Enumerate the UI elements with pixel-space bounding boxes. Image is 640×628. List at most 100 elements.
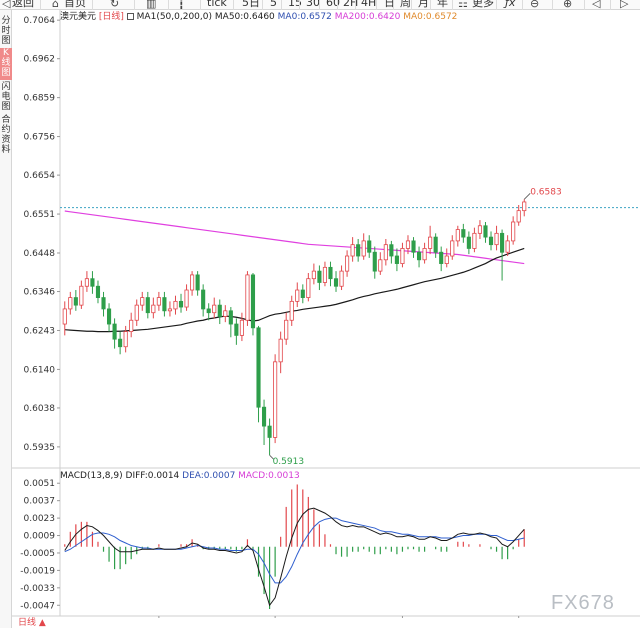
candle-body [488, 236, 494, 246]
low-pointer [269, 454, 274, 460]
last-price-pointer [523, 193, 531, 200]
macd-y-tick-label: 0.0051 [24, 479, 56, 489]
macd-y-tick-label: -0.0005 [20, 549, 55, 559]
candle [433, 233, 438, 258]
toolbar-divider [134, 0, 135, 10]
tab-label: K线图 [1, 48, 11, 78]
candle-body [118, 338, 123, 348]
toolbar-divider [522, 0, 523, 10]
candle [372, 246, 377, 279]
candle [118, 331, 123, 355]
period-button[interactable]: 2H [343, 0, 359, 9]
more-button[interactable]: 更多 [472, 0, 494, 9]
settings-icon[interactable] [126, 13, 134, 20]
candle [333, 271, 339, 292]
candle-body [162, 297, 167, 312]
period-button[interactable]: 60 [326, 0, 340, 9]
candle-body [250, 274, 256, 329]
home-icon[interactable]: ⌂ [52, 0, 59, 10]
candle-body [84, 278, 89, 287]
bar-chart-icon[interactable]: ▥ [146, 0, 157, 10]
candle-body [394, 255, 399, 264]
period-button[interactable]: 5日 [242, 0, 260, 9]
view-tabs: 分时图 K线图 闪电图 合约资料 [0, 10, 12, 628]
candle-body [522, 201, 527, 212]
candle-body [439, 251, 444, 264]
macd-y-tick-label: 0.0009 [24, 532, 56, 542]
y-tick-label: 0.6756 [24, 133, 56, 143]
toolbar-divider [393, 0, 394, 10]
zoom-in-icon[interactable]: ⊕ [563, 0, 573, 10]
period-button[interactable]: 5 [270, 0, 277, 9]
period-indicator[interactable]: 日线 ▲ [18, 618, 46, 628]
ma50-line [64, 247, 525, 333]
ma0-value-secondary: MA0:0.6572 [403, 12, 458, 22]
candle-body [79, 285, 84, 306]
candle-body [383, 244, 388, 261]
candle [356, 239, 361, 262]
grid-icon[interactable]: ☷ [458, 0, 468, 10]
candle [217, 299, 222, 325]
candle-body [167, 308, 173, 312]
macd-y-tick-label: -0.0019 [20, 566, 55, 576]
tab-contract-info[interactable]: 合约资料 [0, 115, 12, 157]
period-button[interactable]: 日 [384, 0, 395, 9]
formula-icon[interactable]: ƒx [505, 0, 516, 9]
candle [345, 250, 350, 277]
y-tick-label: 0.5935 [24, 443, 56, 453]
candle [455, 225, 460, 247]
tab-kline[interactable]: K线图 [0, 48, 12, 80]
home-button[interactable]: 首页 [64, 0, 86, 9]
candle [184, 284, 189, 311]
candle-body [411, 240, 416, 253]
back-icon[interactable]: ◁ [2, 0, 11, 10]
candle [488, 231, 494, 251]
candle-body [367, 240, 372, 253]
chart-canvas[interactable]: 0.7064 0.6962 0.6859 0.6756 0.6654 0.6551 0.64… [12, 10, 640, 618]
scroll-left-icon[interactable]: ◁ [592, 0, 601, 10]
toolbar-divider [552, 0, 553, 10]
diff-line [64, 507, 525, 607]
candle [278, 331, 283, 374]
period-button[interactable]: 周 [400, 0, 411, 9]
candle-body [516, 210, 521, 223]
back-button[interactable]: 返回 [12, 0, 34, 9]
period-button[interactable]: 4H [361, 0, 377, 9]
candle [73, 290, 78, 311]
scroll-right-icon[interactable]: ▷ [620, 0, 629, 10]
candle-body [483, 225, 488, 238]
tab-timeshare[interactable]: 分时图 [0, 16, 12, 47]
candle-body [300, 289, 305, 298]
period-button[interactable]: 15 [288, 0, 302, 9]
candle [466, 231, 471, 255]
macd-y-tick-label: -0.0047 [20, 601, 55, 611]
tab-lightning[interactable]: 闪电图 [0, 82, 12, 113]
candle [450, 235, 455, 260]
candle-body [129, 319, 134, 333]
ma0-value: MA0:0.6572 [277, 12, 332, 22]
period-button[interactable]: 年 [437, 0, 448, 9]
candle [95, 280, 101, 304]
candle [522, 199, 527, 217]
candlestick-icon[interactable]: ┇ [178, 0, 185, 10]
zoom-out-icon[interactable]: ⊖ [530, 0, 540, 10]
y-tick-label: 0.6962 [24, 55, 56, 65]
tick-button[interactable]: tick [207, 0, 227, 9]
candle [178, 293, 184, 313]
x-tick-label: 2025/06 [502, 617, 535, 618]
toolbar-divider [281, 0, 282, 10]
candle [516, 204, 521, 226]
macd-dea: DEA:0.0007 [182, 471, 236, 481]
period-button[interactable]: 月 [418, 0, 429, 9]
candle [162, 291, 167, 317]
period-button[interactable]: 30 [306, 0, 320, 9]
candle-body [455, 229, 460, 242]
candle-body [472, 232, 477, 249]
refresh-icon[interactable]: ↻ [110, 0, 120, 10]
toolbar-divider [319, 0, 320, 10]
candle [428, 225, 433, 255]
tab-label: 闪电图 [1, 82, 11, 112]
candle-body [256, 327, 261, 408]
candle [383, 239, 388, 266]
candle-body [422, 248, 427, 261]
